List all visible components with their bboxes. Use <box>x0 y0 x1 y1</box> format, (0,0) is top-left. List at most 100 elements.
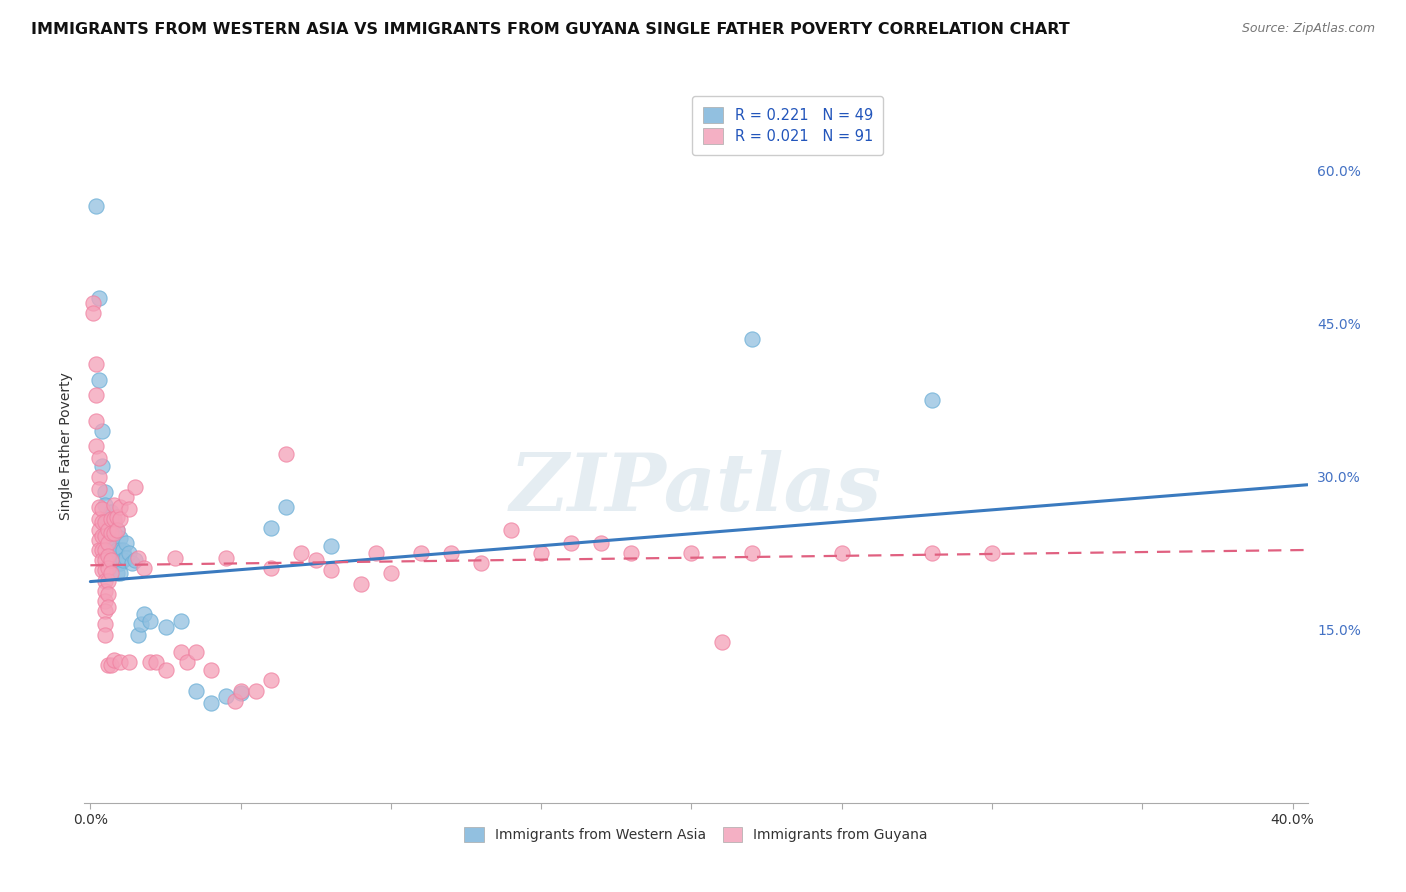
Point <box>103 498 125 512</box>
Point <box>560 536 582 550</box>
Point <box>103 556 125 570</box>
Point <box>91 424 114 438</box>
Point <box>89 469 111 483</box>
Point <box>86 388 108 402</box>
Point <box>100 512 122 526</box>
Point <box>409 546 432 560</box>
Point <box>710 634 733 648</box>
Point <box>94 604 117 618</box>
Point <box>470 556 492 570</box>
Point <box>134 607 156 622</box>
Point <box>94 594 117 608</box>
Point <box>118 655 141 669</box>
Point <box>97 523 120 537</box>
Point <box>981 546 1004 560</box>
Point <box>97 510 120 524</box>
Point <box>319 539 342 553</box>
Point <box>530 546 553 560</box>
Point <box>107 523 129 537</box>
Point <box>115 536 138 550</box>
Point <box>364 546 387 560</box>
Point <box>103 512 125 526</box>
Point <box>103 525 125 540</box>
Point <box>741 546 763 560</box>
Text: ZIPatlas: ZIPatlas <box>510 450 882 527</box>
Point <box>200 696 222 710</box>
Point <box>94 484 117 499</box>
Point <box>107 543 129 558</box>
Point <box>127 551 149 566</box>
Point <box>115 551 138 566</box>
Point <box>139 655 162 669</box>
Point <box>107 566 129 581</box>
Point <box>110 500 132 515</box>
Point <box>91 543 114 558</box>
Point <box>118 502 141 516</box>
Legend: Immigrants from Western Asia, Immigrants from Guyana: Immigrants from Western Asia, Immigrants… <box>457 821 935 849</box>
Point <box>97 561 120 575</box>
Point <box>200 663 222 677</box>
Point <box>112 543 135 558</box>
Point <box>681 546 703 560</box>
Point <box>305 553 328 567</box>
Point <box>94 627 117 641</box>
Point <box>139 615 162 629</box>
Point <box>82 296 104 310</box>
Point <box>97 587 120 601</box>
Point <box>94 574 117 588</box>
Point <box>97 539 120 553</box>
Point <box>86 358 108 372</box>
Text: Source: ZipAtlas.com: Source: ZipAtlas.com <box>1241 22 1375 36</box>
Point <box>921 393 943 408</box>
Point <box>245 683 267 698</box>
Y-axis label: Single Father Poverty: Single Father Poverty <box>59 372 73 520</box>
Point <box>94 543 117 558</box>
Point <box>100 505 122 519</box>
Point <box>97 525 120 540</box>
Point <box>124 553 146 567</box>
Point <box>91 563 114 577</box>
Point <box>163 551 186 566</box>
Point <box>350 576 373 591</box>
Point <box>155 663 177 677</box>
Point <box>115 490 138 504</box>
Point <box>260 561 283 575</box>
Point <box>107 523 129 537</box>
Point <box>921 546 943 560</box>
Point <box>110 655 132 669</box>
Point <box>134 561 156 575</box>
Point <box>100 553 122 567</box>
Point <box>380 566 402 581</box>
Point <box>94 553 117 567</box>
Point <box>110 556 132 570</box>
Point <box>110 512 132 526</box>
Point <box>100 518 122 533</box>
Point <box>89 523 111 537</box>
Point <box>97 600 120 615</box>
Point <box>91 553 114 567</box>
Point <box>831 546 853 560</box>
Point <box>89 482 111 496</box>
Point <box>89 500 111 515</box>
Point <box>103 541 125 555</box>
Point <box>89 512 111 526</box>
Point <box>91 516 114 530</box>
Point <box>91 459 114 474</box>
Point <box>89 533 111 547</box>
Point <box>184 683 207 698</box>
Point <box>100 525 122 540</box>
Point <box>94 529 117 543</box>
Point <box>82 306 104 320</box>
Point <box>110 531 132 545</box>
Point <box>91 502 114 516</box>
Point <box>100 533 122 547</box>
Point <box>501 523 523 537</box>
Point <box>94 516 117 530</box>
Point <box>274 447 297 461</box>
Point <box>89 451 111 466</box>
Point <box>229 686 252 700</box>
Point <box>91 529 114 543</box>
Point <box>290 546 312 560</box>
Point <box>103 653 125 667</box>
Point <box>94 498 117 512</box>
